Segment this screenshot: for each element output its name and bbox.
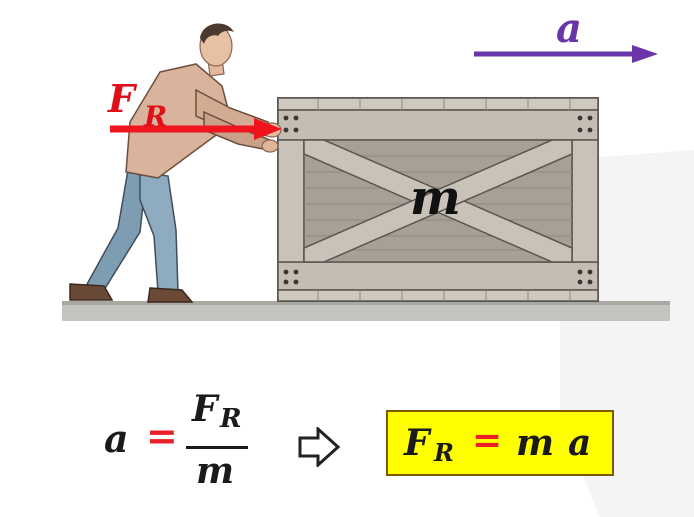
ground-shadow — [62, 301, 670, 305]
box-force-subscript: R — [434, 438, 454, 467]
fraction: F R m — [186, 388, 254, 498]
formula-equals-sign: = — [146, 414, 178, 458]
box-equals-sign: = — [472, 420, 503, 461]
formula-acceleration: a = F R m — [100, 388, 260, 498]
fraction-numerator: F — [192, 388, 218, 430]
formula-lhs-a: a — [104, 416, 129, 461]
box-mass: m — [516, 422, 555, 464]
force-label: F — [107, 76, 138, 121]
force-arrow — [110, 118, 282, 140]
mass-label: m — [410, 170, 461, 226]
person-pushing — [69, 23, 282, 303]
ground — [62, 301, 670, 321]
fraction-bar — [186, 446, 248, 449]
fraction-denominator: m — [196, 450, 235, 492]
formula-newton-second-law: F R = m a — [386, 410, 614, 476]
acceleration-arrow — [474, 45, 658, 63]
acceleration-label: a — [556, 5, 582, 52]
fraction-numerator-subscript: R — [220, 404, 242, 434]
box-acceleration: a — [568, 422, 592, 464]
implies-arrow-icon — [298, 427, 340, 467]
force-label-subscript: R — [143, 100, 167, 133]
box-force: F — [404, 422, 430, 464]
crate — [277, 97, 599, 302]
